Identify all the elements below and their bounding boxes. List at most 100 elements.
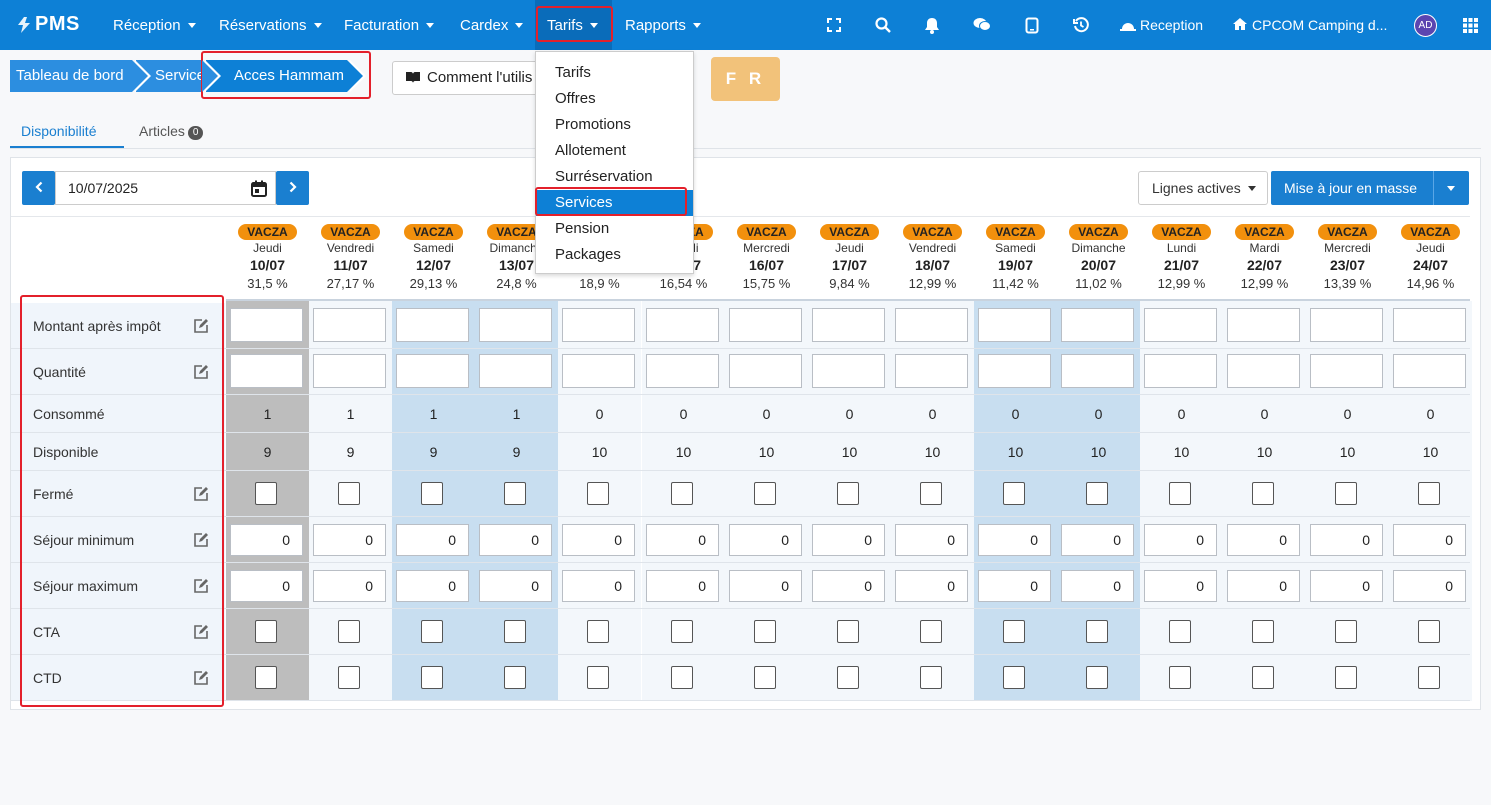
menu-item-allotement[interactable]: Allotement: [555, 142, 626, 159]
checkbox[interactable]: [754, 666, 776, 689]
number-input[interactable]: 0: [479, 570, 552, 602]
nav-reservations[interactable]: Réservations: [219, 0, 322, 50]
checkbox[interactable]: [671, 620, 693, 643]
number-input[interactable]: 0: [1310, 570, 1383, 602]
reception-switch[interactable]: Reception: [1120, 0, 1203, 50]
checkbox[interactable]: [1252, 482, 1274, 505]
menu-item-offres[interactable]: Offres: [555, 90, 596, 107]
value-input[interactable]: [1227, 354, 1300, 388]
number-input[interactable]: 0: [895, 570, 968, 602]
number-input[interactable]: 0: [1061, 524, 1134, 556]
checkbox[interactable]: [504, 620, 526, 643]
value-input[interactable]: [230, 354, 303, 388]
menu-item-surreservation[interactable]: Surréservation: [555, 168, 653, 185]
number-input[interactable]: 0: [313, 570, 386, 602]
checkbox[interactable]: [255, 620, 277, 643]
number-input[interactable]: 0: [313, 524, 386, 556]
nav-facturation[interactable]: Facturation: [344, 0, 435, 50]
checkbox[interactable]: [587, 666, 609, 689]
help-button[interactable]: Comment l'utilis: [392, 61, 552, 95]
value-input[interactable]: [978, 354, 1051, 388]
value-input[interactable]: [646, 308, 719, 342]
edit-icon[interactable]: [193, 364, 209, 380]
checkbox[interactable]: [504, 482, 526, 505]
value-input[interactable]: [562, 308, 635, 342]
value-input[interactable]: [479, 308, 552, 342]
value-input[interactable]: [1227, 308, 1300, 342]
value-input[interactable]: [562, 354, 635, 388]
checkbox[interactable]: [587, 482, 609, 505]
tablet-icon[interactable]: [1022, 15, 1042, 35]
tab-disponibilite[interactable]: Disponibilité: [10, 117, 124, 148]
value-input[interactable]: [978, 308, 1051, 342]
number-input[interactable]: 0: [1061, 570, 1134, 602]
checkbox[interactable]: [1169, 666, 1191, 689]
checkbox[interactable]: [1335, 666, 1357, 689]
checkbox[interactable]: [587, 620, 609, 643]
menu-item-services[interactable]: Services: [536, 190, 693, 216]
number-input[interactable]: 0: [1144, 570, 1217, 602]
nav-reception[interactable]: Réception: [113, 0, 196, 50]
value-input[interactable]: [729, 308, 802, 342]
language-button[interactable]: F R: [711, 57, 780, 101]
checkbox[interactable]: [1335, 482, 1357, 505]
value-input[interactable]: [646, 354, 719, 388]
menu-item-tarifs[interactable]: Tarifs: [555, 64, 591, 81]
lignes-actives-dropdown[interactable]: Lignes actives: [1138, 171, 1268, 205]
number-input[interactable]: 0: [812, 570, 885, 602]
number-input[interactable]: 0: [729, 524, 802, 556]
number-input[interactable]: 0: [646, 524, 719, 556]
checkbox[interactable]: [504, 666, 526, 689]
checkbox[interactable]: [1418, 666, 1440, 689]
calendar-icon[interactable]: [251, 180, 267, 197]
edit-icon[interactable]: [193, 670, 209, 686]
checkbox[interactable]: [671, 666, 693, 689]
value-input[interactable]: [230, 308, 303, 342]
number-input[interactable]: 0: [812, 524, 885, 556]
number-input[interactable]: 0: [729, 570, 802, 602]
checkbox[interactable]: [255, 482, 277, 505]
number-input[interactable]: 0: [646, 570, 719, 602]
checkbox[interactable]: [1335, 620, 1357, 643]
history-icon[interactable]: [1071, 15, 1091, 35]
checkbox[interactable]: [1418, 620, 1440, 643]
avatar[interactable]: AD: [1414, 14, 1437, 37]
checkbox[interactable]: [338, 666, 360, 689]
checkbox[interactable]: [754, 482, 776, 505]
checkbox[interactable]: [837, 620, 859, 643]
checkbox[interactable]: [1003, 666, 1025, 689]
value-input[interactable]: [1144, 354, 1217, 388]
value-input[interactable]: [396, 308, 469, 342]
checkbox[interactable]: [338, 620, 360, 643]
menu-item-promotions[interactable]: Promotions: [555, 116, 631, 133]
number-input[interactable]: 0: [978, 524, 1051, 556]
prev-date-button[interactable]: [22, 171, 55, 205]
value-input[interactable]: [1393, 354, 1466, 388]
value-input[interactable]: [313, 354, 386, 388]
tab-articles[interactable]: Articles 0: [139, 117, 204, 148]
value-input[interactable]: [1061, 354, 1134, 388]
value-input[interactable]: [396, 354, 469, 388]
search-icon[interactable]: [873, 15, 893, 35]
checkbox[interactable]: [920, 620, 942, 643]
value-input[interactable]: [729, 354, 802, 388]
value-input[interactable]: [1310, 308, 1383, 342]
number-input[interactable]: 0: [562, 570, 635, 602]
number-input[interactable]: 0: [396, 570, 469, 602]
number-input[interactable]: 0: [1393, 524, 1466, 556]
fullscreen-icon[interactable]: [824, 15, 844, 35]
checkbox[interactable]: [1003, 482, 1025, 505]
checkbox[interactable]: [1252, 666, 1274, 689]
value-input[interactable]: [812, 354, 885, 388]
value-input[interactable]: [895, 354, 968, 388]
bell-icon[interactable]: [922, 15, 942, 35]
value-input[interactable]: [812, 308, 885, 342]
checkbox[interactable]: [1086, 482, 1108, 505]
number-input[interactable]: 0: [230, 570, 303, 602]
checkbox[interactable]: [421, 666, 443, 689]
menu-item-packages[interactable]: Packages: [555, 246, 621, 263]
number-input[interactable]: 0: [479, 524, 552, 556]
number-input[interactable]: 0: [230, 524, 303, 556]
chevron-down-icon[interactable]: [1447, 186, 1455, 191]
number-input[interactable]: 0: [562, 524, 635, 556]
